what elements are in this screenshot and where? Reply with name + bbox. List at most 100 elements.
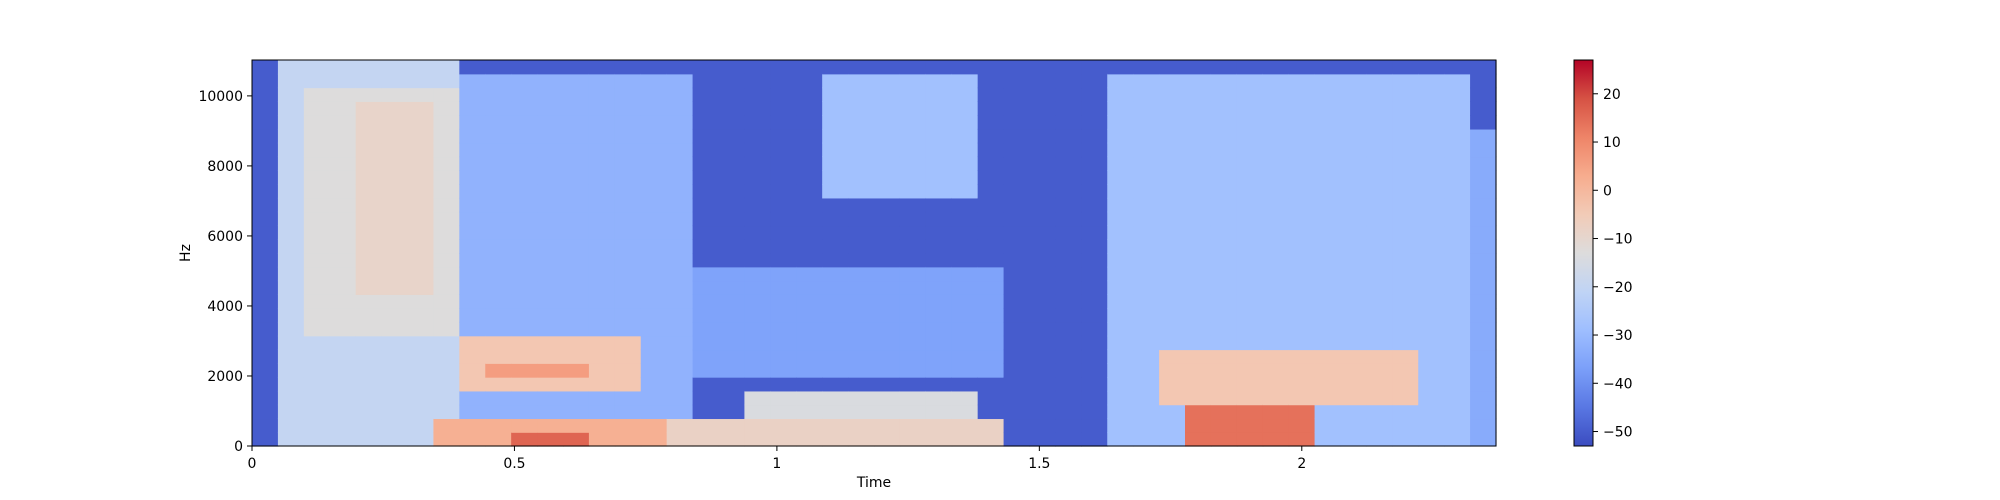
heatmap-cell <box>1081 404 1108 420</box>
heatmap-cell <box>563 280 590 295</box>
heatmap-cell <box>1210 197 1238 213</box>
heatmap-cell <box>252 253 279 268</box>
heatmap-cell <box>796 197 823 213</box>
heatmap-cell <box>588 73 616 89</box>
heatmap-cell <box>433 184 460 199</box>
heatmap-cell <box>796 60 823 75</box>
heatmap-cell <box>355 142 383 158</box>
heatmap-cell <box>303 239 331 254</box>
heatmap-cell <box>1055 253 1082 268</box>
heatmap-cell <box>1470 87 1497 102</box>
heatmap-cell <box>355 87 383 102</box>
heatmap-cell <box>977 349 1005 364</box>
heatmap-cell <box>899 294 927 309</box>
heatmap-cell <box>355 225 383 240</box>
heatmap-cell <box>1055 170 1082 185</box>
heatmap-cell <box>1262 115 1290 130</box>
heatmap-cell <box>588 101 616 116</box>
heatmap-cell <box>1236 404 1264 420</box>
heatmap-cell <box>899 404 927 420</box>
heatmap-cell <box>848 87 875 102</box>
heatmap-cell <box>1159 197 1186 213</box>
heatmap-cell <box>899 253 927 268</box>
heatmap-cell <box>1470 404 1497 420</box>
heatmap-cell <box>588 225 616 240</box>
heatmap-cell <box>692 321 720 337</box>
heatmap-cell <box>718 115 746 130</box>
heatmap-cell <box>485 294 512 309</box>
heatmap-cell <box>252 321 279 337</box>
heatmap-cell <box>1288 225 1316 240</box>
heatmap-cell <box>1366 280 1393 295</box>
heatmap-cell <box>485 390 512 406</box>
y-tick-label: 0 <box>234 439 243 455</box>
heatmap-cell <box>666 404 694 420</box>
heatmap-cell <box>303 101 331 116</box>
heatmap-cell <box>1470 390 1497 406</box>
heatmap-cell <box>614 142 642 158</box>
heatmap-cell <box>563 101 590 116</box>
heatmap-cell <box>1366 128 1393 144</box>
heatmap-cell <box>1055 225 1082 240</box>
heatmap-cell <box>433 115 460 130</box>
heatmap-cell <box>718 101 746 116</box>
heatmap-cell <box>588 377 616 392</box>
heatmap-cell <box>640 280 668 295</box>
heatmap-cell <box>640 349 668 364</box>
heatmap-cell <box>1288 211 1316 227</box>
heatmap-cell <box>666 87 694 102</box>
heatmap-cell <box>1185 156 1212 171</box>
heatmap-cell <box>666 211 694 227</box>
heatmap-cell <box>692 266 720 282</box>
heatmap-cell <box>718 142 746 158</box>
heatmap-cell <box>1262 60 1290 75</box>
heatmap-cell <box>822 115 849 130</box>
heatmap-cell <box>925 184 953 199</box>
heatmap-cell <box>977 335 1005 351</box>
heatmap-cell <box>977 87 1005 102</box>
heatmap-cell <box>1236 308 1264 323</box>
heatmap-cell <box>1236 363 1264 378</box>
heatmap-cell <box>770 335 797 351</box>
heatmap-cell <box>1236 390 1264 406</box>
heatmap-cell <box>563 156 590 171</box>
heatmap-cell <box>1029 128 1057 144</box>
heatmap-cell <box>1236 87 1264 102</box>
heatmap-cell <box>1262 432 1290 447</box>
heatmap-cell <box>1444 225 1471 240</box>
heatmap-cell <box>1392 363 1419 378</box>
heatmap-cell <box>459 390 486 406</box>
heatmap-cell <box>1340 253 1368 268</box>
heatmap-cell <box>640 363 668 378</box>
heatmap-cell <box>355 335 383 351</box>
heatmap-cell <box>1133 418 1160 433</box>
colorbar-tick-label: 10 <box>1603 135 1621 151</box>
heatmap-cell <box>277 432 305 447</box>
heatmap-cell <box>666 239 694 254</box>
heatmap-cell <box>303 294 331 309</box>
heatmap-cell <box>822 197 849 213</box>
heatmap-cell <box>537 253 564 268</box>
heatmap-cell <box>433 101 460 116</box>
heatmap-cell <box>563 225 590 240</box>
heatmap-cell <box>1340 170 1368 185</box>
heatmap-cell <box>355 211 383 227</box>
heatmap-cell <box>1444 73 1471 89</box>
heatmap-cell <box>1107 432 1134 447</box>
heatmap-cell <box>1107 225 1134 240</box>
heatmap-cell <box>537 211 564 227</box>
heatmap-cell <box>1107 156 1134 171</box>
heatmap-cell <box>951 363 979 378</box>
heatmap-cell <box>925 404 953 420</box>
heatmap-cell <box>614 308 642 323</box>
heatmap-cell <box>252 197 279 213</box>
heatmap-cell <box>1133 294 1160 309</box>
heatmap-cell <box>1055 280 1082 295</box>
heatmap-cell <box>1055 239 1082 254</box>
heatmap-cell <box>1185 239 1212 254</box>
heatmap-cell <box>1392 308 1419 323</box>
heatmap-cell <box>692 197 720 213</box>
heatmap-cell <box>640 404 668 420</box>
heatmap-cell <box>874 404 901 420</box>
heatmap-cell <box>951 156 979 171</box>
